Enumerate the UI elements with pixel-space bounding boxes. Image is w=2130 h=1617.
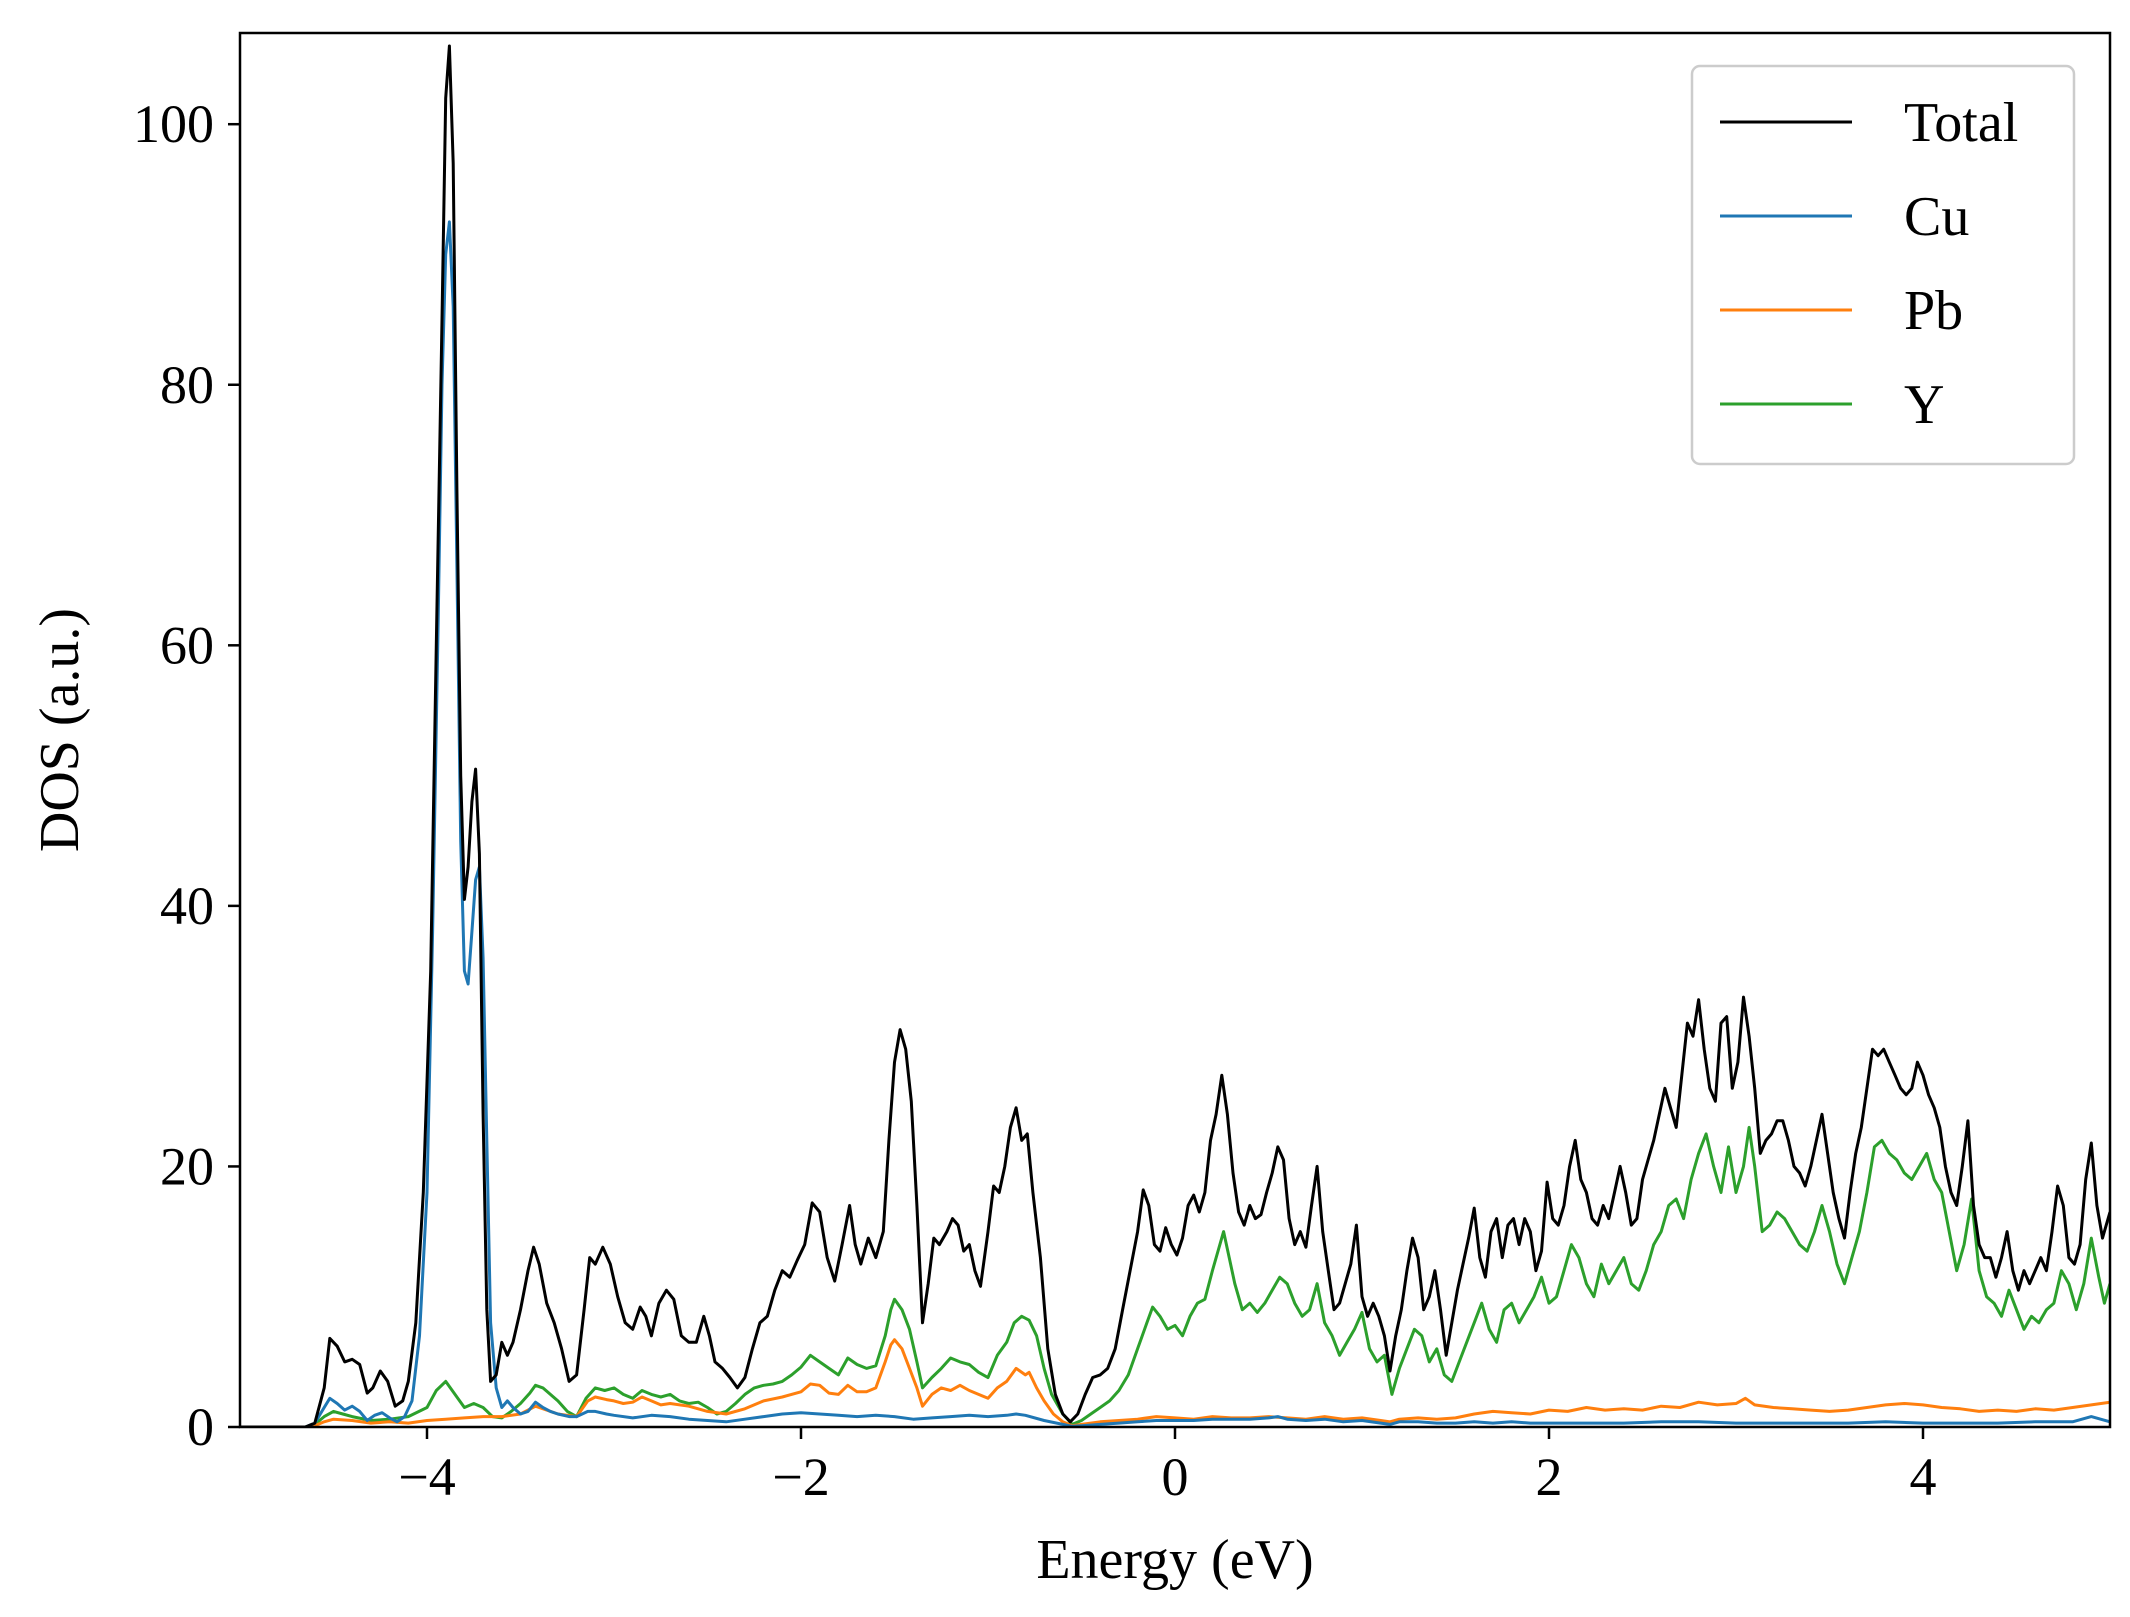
y-axis-ticks: 0 20 40 60 80 100 bbox=[133, 94, 240, 1457]
x-axis-title: Energy (eV) bbox=[1036, 1529, 1313, 1591]
y-tick-label: 100 bbox=[133, 94, 214, 154]
x-tick-label: 4 bbox=[1910, 1447, 1937, 1507]
y-axis-title: DOS (a.u.) bbox=[29, 608, 91, 852]
series-line-pb bbox=[240, 1338, 2110, 1427]
series-line-y bbox=[240, 1125, 2110, 1427]
y-tick-label: 40 bbox=[160, 876, 214, 936]
y-tick-label: 60 bbox=[160, 615, 214, 675]
x-tick-label: −4 bbox=[398, 1447, 455, 1507]
y-tick-label: 20 bbox=[160, 1136, 214, 1196]
y-tick-label: 0 bbox=[187, 1397, 214, 1457]
x-tick-label: 2 bbox=[1536, 1447, 1563, 1507]
legend-label-cu: Cu bbox=[1904, 186, 1969, 248]
legend-label-total: Total bbox=[1904, 92, 2018, 154]
x-tick-label: −2 bbox=[772, 1447, 829, 1507]
legend: Total Cu Pb Y bbox=[1690, 64, 2076, 466]
x-axis-ticks: −4 −2 0 2 4 bbox=[398, 1427, 1937, 1507]
legend-box bbox=[1690, 64, 2076, 466]
series-layer bbox=[240, 44, 2110, 1427]
y-tick-label: 80 bbox=[160, 355, 214, 415]
series-line-total bbox=[240, 44, 2110, 1427]
legend-label-pb: Pb bbox=[1904, 280, 1963, 342]
x-tick-label: 0 bbox=[1162, 1447, 1189, 1507]
legend-label-y: Y bbox=[1904, 374, 1944, 436]
